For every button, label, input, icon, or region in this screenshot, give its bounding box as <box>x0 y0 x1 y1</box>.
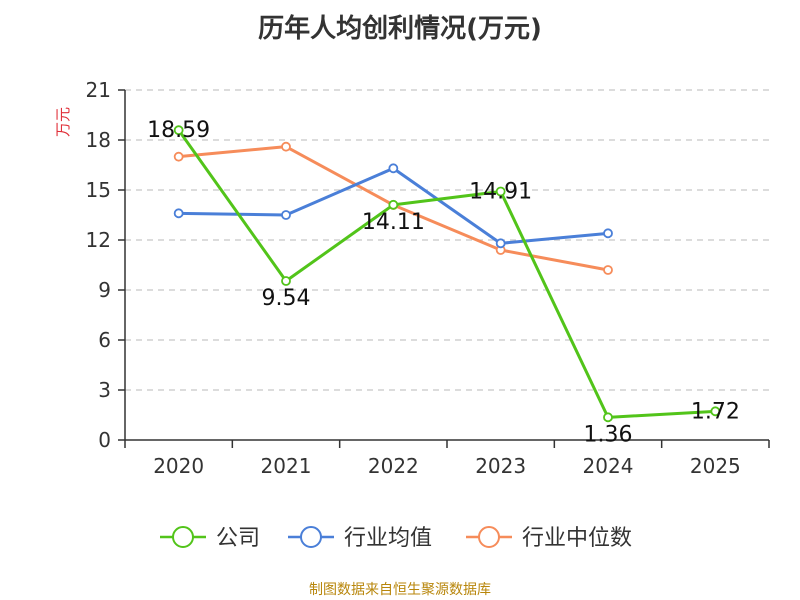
data-point <box>710 406 721 417</box>
x-tick-label: 2024 <box>583 454 634 478</box>
data-point <box>281 210 291 220</box>
data-label: 18.59 <box>147 118 210 143</box>
data-point <box>173 208 184 219</box>
y-axis-label: 万元 <box>54 107 72 137</box>
x-tick-label: 2022 <box>368 454 419 478</box>
y-tick-label: 18 <box>86 128 111 152</box>
y-tick-label: 3 <box>98 378 111 402</box>
data-point <box>603 228 613 239</box>
data-point <box>388 199 399 210</box>
legend-marker-2 <box>478 526 500 548</box>
chart-title: 历年人均创利情况(万元) <box>258 14 542 44</box>
data-label: 14.11 <box>362 210 425 235</box>
legend-label-2: 行业中位数 <box>522 526 632 551</box>
data-point <box>173 125 184 136</box>
data-point <box>603 412 613 423</box>
x-tick-label: 2023 <box>475 454 526 478</box>
y-tick-label: 21 <box>86 78 111 102</box>
series-line-0 <box>177 129 716 419</box>
data-point <box>388 163 399 174</box>
y-tick-label: 6 <box>98 328 111 352</box>
data-label: 9.54 <box>262 286 311 311</box>
legend-label-1: 行业均值 <box>344 526 432 551</box>
data-point <box>281 276 291 286</box>
data-point <box>173 151 184 162</box>
x-tick-label: 2020 <box>153 454 204 478</box>
data-label: 1.36 <box>584 422 633 447</box>
data-point <box>603 265 613 275</box>
legend-marker-1 <box>300 526 322 548</box>
source-footer: 制图数据来自恒生聚源数据库 <box>309 582 491 598</box>
data-label: 1.72 <box>691 399 740 424</box>
legend-marker-0 <box>172 526 194 548</box>
data-label: 14.91 <box>469 180 532 205</box>
data-point <box>495 238 506 249</box>
data-point <box>495 186 506 197</box>
x-tick-label: 2021 <box>261 454 312 478</box>
y-tick-label: 0 <box>98 428 111 452</box>
data-point <box>281 141 291 152</box>
x-tick-label: 2025 <box>690 454 741 478</box>
y-tick-label: 12 <box>86 228 111 252</box>
legend-label-0: 公司 <box>216 526 260 551</box>
y-tick-label: 15 <box>86 178 111 202</box>
y-tick-label: 9 <box>98 278 111 302</box>
